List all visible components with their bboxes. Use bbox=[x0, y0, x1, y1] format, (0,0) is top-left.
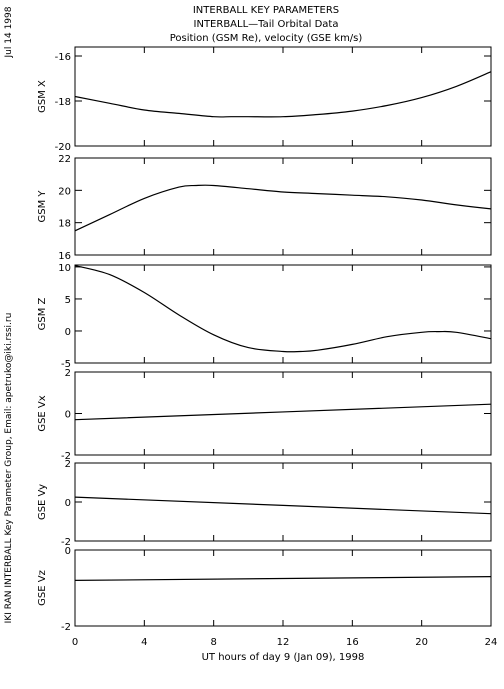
panel-6-ytick-label-1: 0 bbox=[65, 546, 71, 557]
panel-1-ytick-label-1: -18 bbox=[55, 97, 71, 108]
panel-3-ytick-label-2: 5 bbox=[65, 295, 71, 306]
panel-1-series-line bbox=[74, 71, 492, 118]
panel-2-series-line bbox=[74, 184, 492, 232]
panel-6-series-line bbox=[74, 576, 492, 581]
panel-2-ytick-label-2: 20 bbox=[58, 186, 71, 197]
panel-4-series-line bbox=[74, 403, 492, 421]
panel-4-ytick-label-2: 2 bbox=[65, 368, 71, 379]
panel-2-ylabel: GSM Y bbox=[37, 190, 48, 223]
chart-title-line2: INTERBALL—Tail Orbital Data bbox=[194, 19, 339, 30]
panel-2-ytick-label-3: 22 bbox=[58, 154, 71, 165]
panel-5-frame bbox=[74, 462, 492, 542]
panel-5-ylabel: GSE Vy bbox=[37, 484, 48, 520]
panel-5-ytick-label-2: 2 bbox=[65, 459, 71, 470]
panel-4-frame bbox=[74, 371, 492, 456]
x-tick-label-0: 0 bbox=[72, 637, 78, 648]
x-tick-label-1: 4 bbox=[141, 637, 147, 648]
chart-title-line3: Position (GSM Re), velocity (GSE km/s) bbox=[170, 33, 363, 44]
panel-4-ytick-label-0: -2 bbox=[61, 451, 71, 462]
panel-3-ytick-label-1: 0 bbox=[65, 327, 71, 338]
panel-6-frame bbox=[74, 549, 492, 627]
panel-3-series-line bbox=[74, 265, 492, 353]
panel-1-ylabel: GSM X bbox=[37, 80, 48, 113]
panel-4-ytick-label-1: 0 bbox=[65, 410, 71, 421]
x-tick-label-5: 20 bbox=[415, 637, 428, 648]
panel-2-ytick-label-1: 18 bbox=[58, 219, 71, 230]
panel-1-ytick-label-0: -20 bbox=[55, 142, 71, 153]
panel-3-frame bbox=[74, 264, 492, 364]
date-stamp: Jul 14 1998 bbox=[4, 6, 14, 58]
x-tick-label-3: 12 bbox=[277, 637, 290, 648]
panel-1-frame bbox=[74, 46, 492, 147]
panel-6-ytick-label-0: -2 bbox=[61, 622, 71, 633]
panel-1-ytick-label-2: -16 bbox=[55, 52, 71, 63]
panel-2-frame bbox=[74, 157, 492, 256]
panel-3-ytick-label-3: 10 bbox=[58, 263, 71, 274]
panel-3-ytick-label-0: -5 bbox=[61, 359, 71, 370]
panel-5-ytick-label-0: -2 bbox=[61, 537, 71, 548]
panel-5-series-line bbox=[74, 496, 492, 515]
panel-5-ytick-label-1: 0 bbox=[65, 498, 71, 509]
panel-6-ylabel: GSE Vz bbox=[37, 570, 48, 606]
panel-2-ytick-label-0: 16 bbox=[58, 251, 71, 262]
x-tick-label-4: 16 bbox=[346, 637, 359, 648]
x-tick-label-2: 8 bbox=[210, 637, 216, 648]
x-axis-label: UT hours of day 9 (Jan 09), 1998 bbox=[202, 652, 365, 663]
panel-3-ylabel: GSM Z bbox=[37, 297, 48, 330]
chart-title-line1: INTERBALL KEY PARAMETERS bbox=[193, 5, 339, 16]
x-tick-label-6: 24 bbox=[485, 637, 498, 648]
panel-4-ylabel: GSE Vx bbox=[37, 395, 48, 431]
side-credit: IKI RAN INTERBALL Key Parameter Group, E… bbox=[4, 313, 14, 624]
